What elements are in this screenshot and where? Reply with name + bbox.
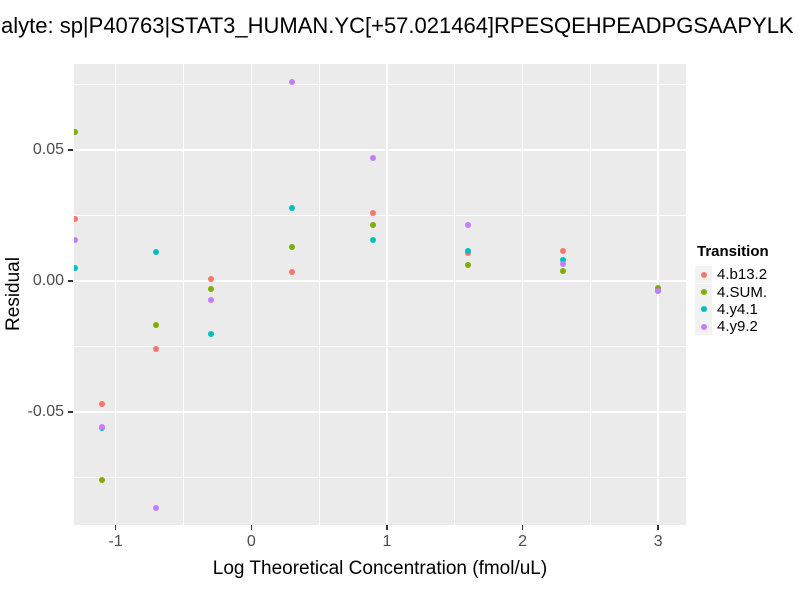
data-point xyxy=(465,248,472,255)
data-point xyxy=(207,331,214,338)
legend-key xyxy=(695,318,712,336)
data-point xyxy=(74,264,78,271)
data-point xyxy=(655,288,662,295)
y-tick-label: -0.05 xyxy=(27,403,64,421)
data-point xyxy=(288,268,295,275)
gridline-y-major xyxy=(74,280,686,282)
data-point xyxy=(370,236,377,243)
data-point xyxy=(560,248,567,255)
gridline-y-major xyxy=(74,411,686,413)
data-point xyxy=(74,237,78,244)
data-point xyxy=(207,286,214,293)
data-point xyxy=(99,401,106,408)
data-point xyxy=(465,221,472,228)
legend-label: 4.y4.1 xyxy=(717,300,758,318)
data-point xyxy=(153,321,160,328)
legend-label: 4.y9.2 xyxy=(717,318,758,336)
x-tick-mark xyxy=(114,525,117,530)
y-tick-label: 0.00 xyxy=(32,272,64,289)
legend-key xyxy=(695,266,712,284)
chart-title: alyte: sp|P40763|STAT3_HUMAN.YC[+57.0214… xyxy=(1,13,794,38)
legend: Transition 4.b13.2 4.SUM. 4.y4.1 4.y9.2 xyxy=(695,243,795,336)
data-point xyxy=(465,261,472,268)
data-point xyxy=(370,210,377,217)
legend-row: 4.y4.1 xyxy=(695,300,795,318)
data-point xyxy=(207,296,214,303)
gridline-x-major xyxy=(521,64,524,525)
data-point xyxy=(655,285,662,292)
gridline-y-minor xyxy=(74,346,686,347)
data-point xyxy=(370,222,377,229)
data-point xyxy=(560,256,567,263)
y-tick-mark xyxy=(68,280,73,282)
gridline-x-minor xyxy=(454,64,456,525)
legend-label: 4.SUM. xyxy=(717,283,768,301)
x-tick-mark xyxy=(386,525,388,530)
x-tick-label: 2 xyxy=(518,533,527,550)
gridline-y-minor xyxy=(74,215,686,216)
gridline-x-major xyxy=(250,64,253,525)
data-point xyxy=(288,244,295,251)
legend-row: 4.SUM. xyxy=(695,283,795,301)
data-point xyxy=(74,215,78,222)
data-point xyxy=(153,346,160,353)
x-tick-label: 1 xyxy=(382,533,392,550)
y-axis-title: Residual xyxy=(3,257,24,331)
legend-dot xyxy=(700,271,707,278)
data-point xyxy=(370,154,377,161)
x-tick-label: 3 xyxy=(653,533,663,550)
legend-row: 4.y9.2 xyxy=(695,318,795,336)
legend-dot xyxy=(700,306,707,313)
y-tick-mark xyxy=(68,149,73,151)
legend-row: 4.b13.2 xyxy=(695,266,795,284)
data-point xyxy=(99,423,106,430)
gridline-x-major xyxy=(114,64,117,525)
legend-title: Transition xyxy=(697,243,769,260)
data-point xyxy=(153,505,160,512)
data-point xyxy=(153,249,160,256)
legend-key xyxy=(695,283,712,301)
legend-label: 4.b13.2 xyxy=(717,266,768,284)
data-point xyxy=(560,267,567,274)
data-point xyxy=(207,276,214,283)
gridline-x-minor xyxy=(318,64,320,525)
x-tick-mark xyxy=(521,525,524,530)
legend-dot xyxy=(700,323,707,330)
legend-key xyxy=(695,300,712,318)
data-point xyxy=(288,79,295,86)
y-tick-mark xyxy=(68,411,73,413)
legend-dot xyxy=(700,289,707,296)
x-axis-title: Log Theoretical Concentration (fmol/uL) xyxy=(212,558,548,579)
gridline-x-minor xyxy=(589,64,591,525)
x-tick-mark xyxy=(657,525,659,530)
data-point xyxy=(560,260,567,267)
gridline-y-major xyxy=(74,149,686,151)
data-point xyxy=(99,476,106,483)
data-point xyxy=(288,205,295,212)
x-tick-mark xyxy=(250,525,253,530)
legend-rows: 4.b13.2 4.SUM. 4.y4.1 4.y9.2 xyxy=(695,266,795,336)
gridline-x-major xyxy=(657,64,659,525)
data-point xyxy=(74,128,78,135)
y-tick-label: 0.05 xyxy=(32,140,64,158)
gridline-x-minor xyxy=(183,64,184,525)
gridline-y-minor xyxy=(74,477,686,478)
gridline-x-major xyxy=(386,64,388,525)
x-tick-label: -1 xyxy=(108,533,123,550)
gridline-y-minor xyxy=(74,84,686,85)
x-tick-label: 0 xyxy=(246,533,256,550)
plot-panel xyxy=(74,64,686,525)
